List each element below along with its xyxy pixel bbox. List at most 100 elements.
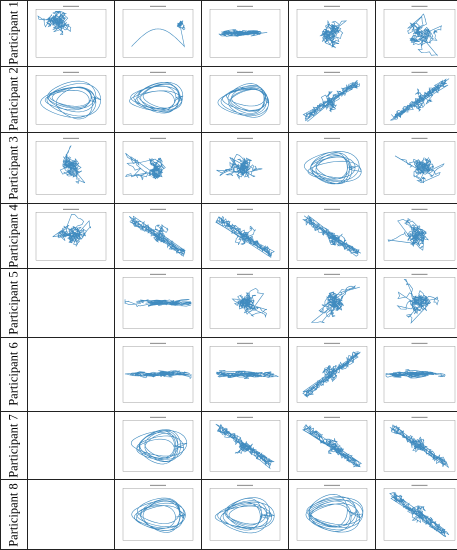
trajectory-trace — [214, 497, 275, 534]
trajectory-plot-cell — [201, 337, 289, 412]
plot-title-mark — [324, 71, 340, 73]
participant-label: Participant 1 — [6, 1, 21, 66]
plot-title-mark — [411, 208, 428, 210]
trajectory-plot-cell — [375, 268, 457, 339]
plot-frame — [296, 74, 368, 125]
plot-title-mark — [150, 208, 166, 210]
plot-frame — [122, 141, 194, 195]
plot-frame — [209, 277, 281, 329]
trajectory-plot-cell — [375, 132, 457, 204]
trajectory-trace — [216, 154, 263, 180]
trajectory-plot-cell — [27, 132, 115, 204]
trajectory-plot-cell — [201, 202, 289, 270]
plot-title-mark — [324, 138, 340, 140]
plot-title-mark — [411, 138, 428, 140]
participant-label: Participant 5 — [6, 271, 21, 335]
empty-plot-cell — [27, 337, 115, 412]
trajectory-plot — [122, 416, 194, 472]
trajectory-plot-cell — [375, 65, 457, 134]
trajectory-plot-cell — [114, 337, 202, 412]
trajectory-plot-cell — [201, 0, 289, 67]
plot-title-mark — [237, 71, 253, 73]
trajectory-plot — [122, 208, 194, 261]
plot-frame — [383, 419, 456, 472]
trajectory-trace — [319, 19, 348, 49]
trajectory-plot-cell — [114, 132, 202, 204]
trajectory-trace — [128, 215, 186, 257]
trajectory-plot — [209, 274, 281, 329]
plot-title-mark — [63, 208, 79, 210]
trajectory-trace — [310, 285, 360, 324]
trajectory-plot — [383, 208, 456, 261]
trajectory-plot-cell — [288, 202, 376, 270]
row-label-cell: Participant 4 — [0, 202, 28, 270]
row-label-cell: Participant 5 — [0, 268, 28, 339]
plot-title-mark — [237, 342, 253, 345]
plot-title-mark — [63, 138, 79, 140]
plot-frame — [383, 211, 456, 261]
trajectory-plot — [209, 138, 281, 195]
trajectory-plot-cell — [375, 202, 457, 270]
row-label-cell: Participant 7 — [0, 410, 28, 481]
trajectory-plot-cell — [288, 479, 376, 550]
plot-title-mark — [150, 138, 166, 140]
plot-frame — [383, 346, 456, 403]
plot-frame — [296, 488, 368, 541]
participant-label: Participant 4 — [6, 204, 21, 268]
participant-row: Participant 5 — [0, 268, 457, 339]
plot-frame — [296, 211, 368, 261]
trajectory-plot — [383, 5, 456, 58]
trajectory-plot-cell — [201, 65, 289, 134]
trajectory-plot-cell — [375, 479, 457, 550]
row-label-cell: Participant 8 — [0, 479, 28, 550]
trajectory-trace — [390, 77, 450, 121]
trajectory-plot — [122, 274, 194, 329]
trajectory-trace — [303, 151, 362, 185]
plot-frame — [122, 346, 194, 403]
trajectory-plot — [296, 138, 368, 195]
trajectory-trace — [124, 299, 192, 308]
trajectory-plot-cell — [375, 337, 457, 412]
trajectory-plot-cell — [288, 65, 376, 134]
trajectory-plot-cell — [288, 337, 376, 412]
trajectory-plot — [209, 342, 281, 403]
trajectory-trace — [52, 213, 92, 247]
plot-title-mark — [237, 274, 253, 276]
trajectory-trace — [40, 80, 102, 119]
empty-plot-cell — [27, 479, 115, 550]
plot-title-mark — [411, 342, 428, 345]
trajectory-trace — [305, 494, 364, 533]
trajectory-plot — [296, 416, 368, 472]
plot-title-mark — [237, 416, 253, 418]
trajectory-plot-cell — [201, 410, 289, 481]
plot-frame — [296, 419, 368, 472]
trajectory-plot-cell — [114, 410, 202, 481]
plot-frame — [209, 141, 281, 195]
row-label-cell: Participant 6 — [0, 337, 28, 412]
trajectory-plot — [122, 342, 194, 403]
trajectory-plot — [383, 342, 456, 403]
plot-frame — [209, 211, 281, 261]
participant-row: Participant 6 — [0, 337, 457, 412]
participant-label: Participant 2 — [6, 67, 21, 132]
plot-frame — [209, 9, 281, 58]
trajectory-plot-cell — [114, 479, 202, 550]
trajectory-plot — [296, 71, 368, 125]
trajectory-plot-cell — [375, 410, 457, 481]
trajectory-trace — [385, 369, 446, 379]
plot-frame — [35, 9, 107, 58]
row-label-cell: Participant 1 — [0, 0, 28, 67]
trajectory-trace — [215, 423, 275, 469]
plot-frame — [209, 419, 281, 472]
plot-frame — [35, 211, 107, 261]
participant-row: Participant 8 — [0, 479, 457, 550]
trajectory-plot — [35, 138, 107, 195]
plot-frame — [383, 277, 456, 329]
participant-label: Participant 6 — [6, 342, 21, 407]
trajectory-plot — [122, 71, 194, 125]
trajectory-trace — [231, 288, 268, 319]
row-label-cell: Participant 3 — [0, 132, 28, 204]
trajectory-trace — [302, 214, 362, 257]
trajectory-trace — [302, 423, 362, 468]
trajectory-plot — [209, 5, 281, 58]
